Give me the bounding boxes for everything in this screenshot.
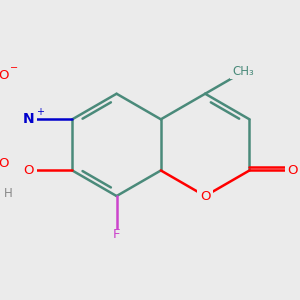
Text: O: O xyxy=(0,157,8,170)
Bar xyxy=(0,157,11,170)
Text: O: O xyxy=(288,164,298,177)
Text: +: + xyxy=(36,107,44,117)
Text: O: O xyxy=(0,68,8,82)
Text: O: O xyxy=(23,164,34,177)
Bar xyxy=(2,188,15,199)
Bar xyxy=(230,65,256,79)
Text: H: H xyxy=(4,187,13,200)
Text: CH₃: CH₃ xyxy=(232,65,254,79)
Text: O: O xyxy=(200,190,210,202)
Bar xyxy=(21,164,37,177)
Bar xyxy=(20,112,38,127)
Text: F: F xyxy=(113,228,120,241)
Bar xyxy=(197,189,213,203)
Text: N: N xyxy=(23,112,34,126)
Bar xyxy=(0,68,11,82)
Bar xyxy=(285,164,300,177)
Bar xyxy=(110,229,123,240)
Text: −: − xyxy=(11,63,19,73)
